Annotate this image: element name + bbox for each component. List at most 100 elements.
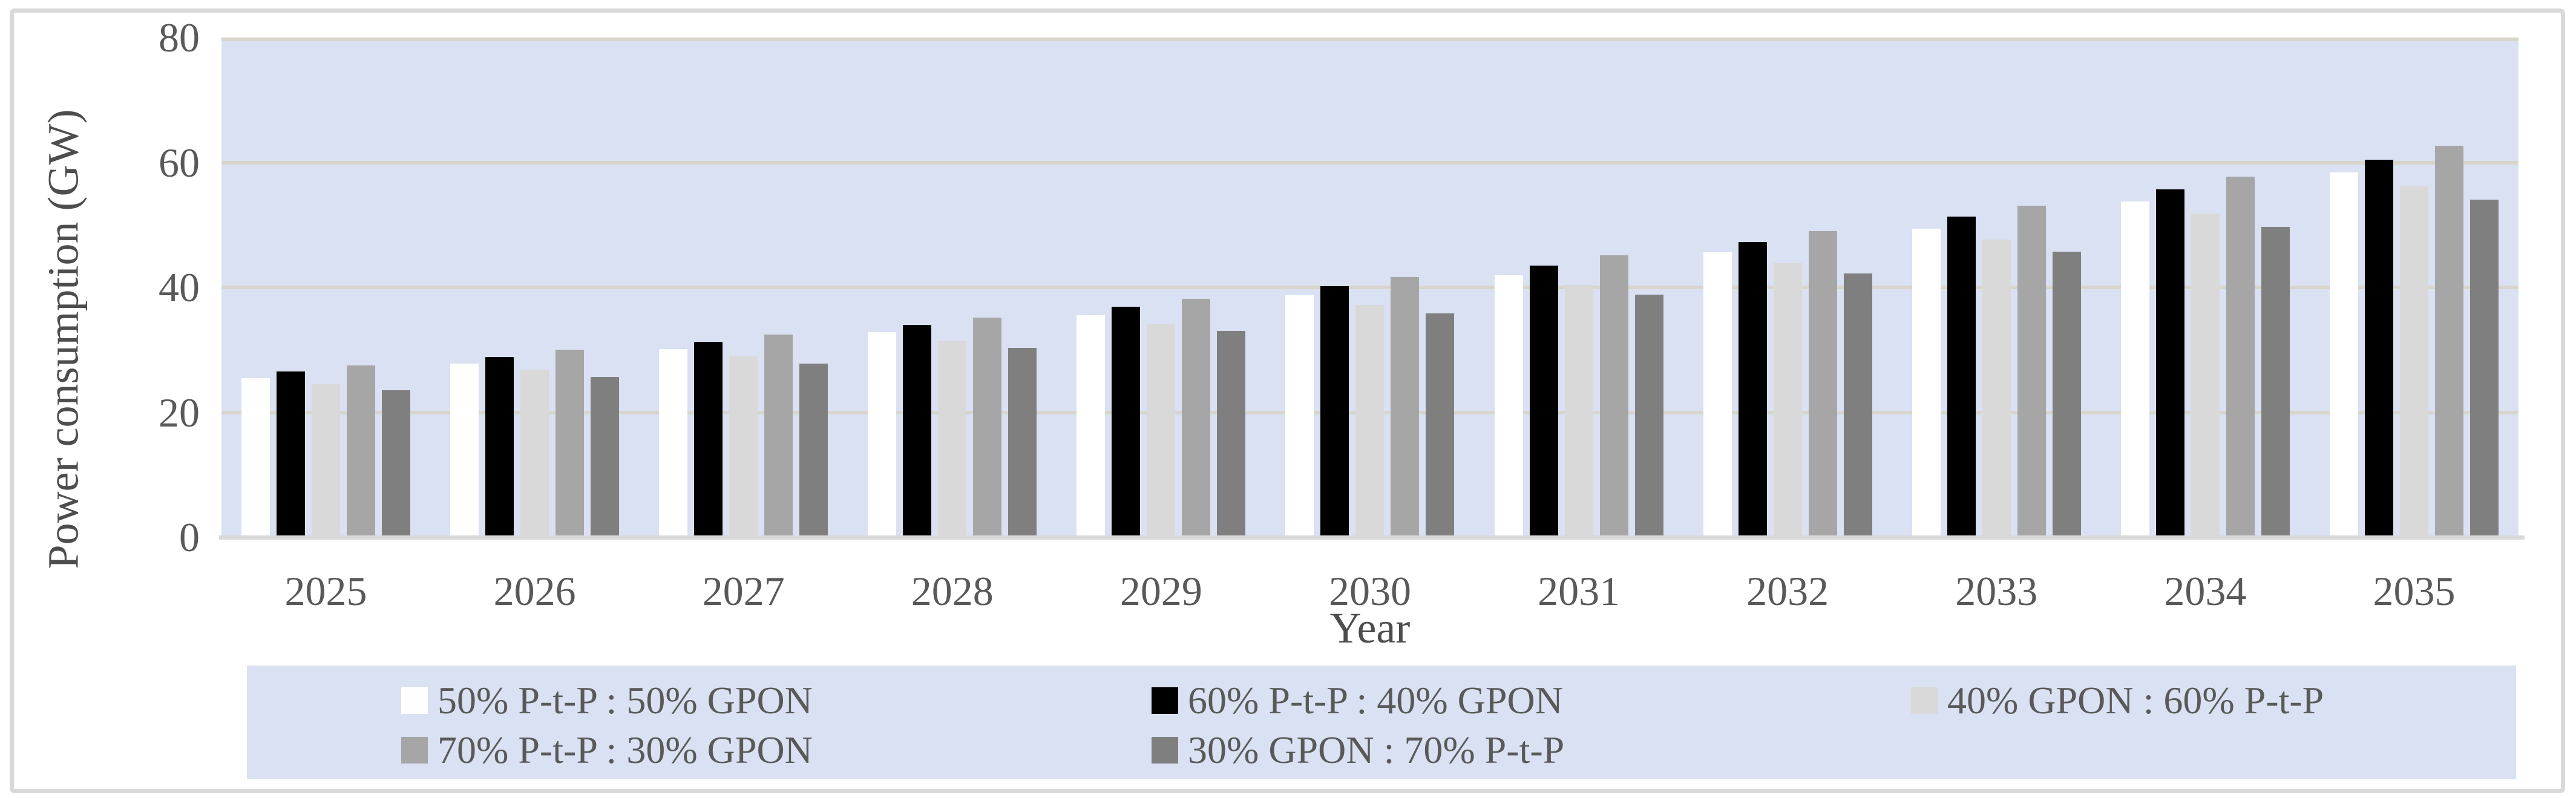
bar [1320, 286, 1349, 537]
bar [485, 356, 514, 537]
x-tick-label: 2030 [1328, 568, 1411, 614]
bar [2191, 214, 2220, 537]
x-tick-label: 2032 [1746, 568, 1829, 614]
bar-group-2026 [430, 38, 639, 537]
bar [1147, 324, 1176, 537]
legend-label: 60% P-t-P : 40% GPON [1188, 679, 1563, 722]
x-axis-line [219, 535, 2525, 540]
bar [1634, 295, 1663, 537]
legend-item: 70% P-t-P : 30% GPON [401, 731, 1152, 770]
bar-group-2025 [221, 38, 430, 537]
bar [799, 363, 828, 537]
bar [694, 341, 723, 537]
legend-swatch-icon [401, 737, 428, 764]
bar [1355, 304, 1385, 537]
legend: 50% P-t-P : 50% GPON 60% P-t-P : 40% GPON… [247, 666, 2516, 779]
y-tick-label: 80 [159, 15, 200, 61]
bar [2434, 145, 2463, 537]
legend-item: 50% P-t-P : 50% GPON [401, 681, 1152, 720]
bar [591, 376, 620, 537]
bar [1912, 228, 1941, 537]
bar [1738, 241, 1767, 537]
x-tick-label: 2031 [1538, 568, 1621, 614]
x-tick-label: 2025 [284, 568, 367, 614]
bar [277, 371, 306, 537]
bar [1494, 275, 1523, 537]
bar [1529, 265, 1558, 537]
bar [2155, 189, 2184, 537]
bar [2399, 186, 2428, 537]
bar [2364, 160, 2393, 537]
x-tick-label: 2034 [2164, 568, 2247, 614]
bar [2120, 201, 2149, 537]
bar [1947, 217, 1976, 537]
bar [1391, 277, 1420, 537]
bar [2017, 205, 2046, 537]
y-axis-title-text: Power consumption (GW) [39, 109, 88, 569]
bar [2226, 177, 2255, 537]
bar-group-2031 [1475, 38, 1683, 537]
bar [2261, 226, 2290, 537]
legend-label: 30% GPON : 70% P-t-P [1188, 728, 1565, 771]
bar-group-2032 [1683, 38, 1892, 537]
bar [1008, 348, 1037, 537]
bar [1982, 239, 2011, 537]
legend-item: 60% P-t-P : 40% GPON [1152, 681, 1911, 720]
bar-group-2034 [2101, 38, 2310, 537]
bar [1077, 315, 1106, 537]
bar [1112, 307, 1141, 537]
bar [450, 363, 479, 537]
bar [938, 340, 967, 537]
bar [1599, 255, 1628, 537]
bar-groups [221, 38, 2519, 537]
bar-group-2033 [1892, 38, 2101, 537]
bar [2052, 252, 2081, 537]
bar [1564, 284, 1593, 537]
bar [1703, 252, 1732, 537]
bar [1843, 273, 1872, 537]
bar [729, 356, 758, 537]
legend-label: 40% GPON : 60% P-t-P [1947, 679, 2324, 722]
legend-item: 40% GPON : 60% P-t-P [1911, 681, 2516, 720]
x-axis-title: Year [1329, 604, 1411, 652]
bar [1182, 298, 1211, 537]
bar [2329, 172, 2358, 537]
gridline-80 [221, 38, 2519, 41]
x-tick-label: 2028 [911, 568, 994, 614]
bar [868, 332, 897, 537]
legend-swatch-icon [1152, 687, 1178, 714]
legend-swatch-icon [1152, 737, 1178, 764]
x-tick-label: 2027 [702, 568, 785, 614]
bar [659, 349, 688, 537]
bar [1426, 313, 1455, 537]
bar-group-2035 [2310, 38, 2519, 537]
bar [1217, 331, 1246, 537]
y-tick-label: 20 [159, 389, 200, 436]
bar [347, 365, 376, 537]
x-tick-label: 2029 [1119, 568, 1202, 614]
bar [1808, 231, 1837, 537]
bar [2469, 200, 2499, 537]
x-tick-label: 2035 [2373, 568, 2456, 614]
bar [973, 317, 1002, 537]
y-tick-label: 60 [159, 139, 200, 186]
x-tick-label: 2026 [493, 568, 576, 614]
bar-group-2028 [848, 38, 1057, 537]
plot-area [221, 38, 2519, 537]
bar-group-2027 [639, 38, 848, 537]
y-tick-label: 40 [159, 264, 200, 310]
legend-label: 70% P-t-P : 30% GPON [438, 728, 813, 771]
legend-swatch-icon [401, 687, 428, 714]
gridline-40 [221, 286, 2519, 289]
bar [1773, 263, 1802, 537]
bar-group-2030 [1265, 38, 1474, 537]
bar [903, 324, 932, 537]
legend-label: 50% P-t-P : 50% GPON [438, 679, 813, 722]
bar [764, 335, 793, 537]
bar [520, 370, 549, 537]
legend-swatch-icon [1911, 687, 1938, 714]
gridline-60 [221, 160, 2519, 165]
y-tick-label: 0 [179, 514, 200, 560]
bar [1285, 295, 1314, 537]
